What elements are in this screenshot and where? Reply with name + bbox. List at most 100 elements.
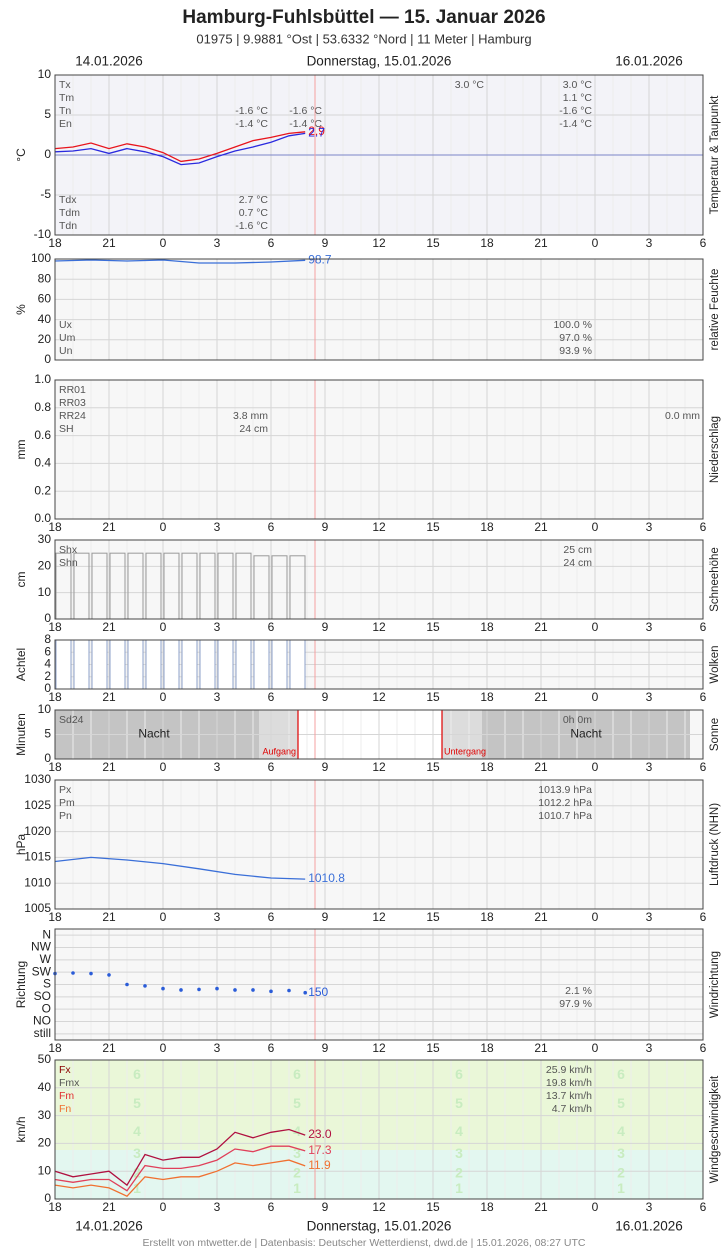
- x-tick-label: 18: [48, 520, 62, 534]
- x-tick-label: 18: [48, 620, 62, 634]
- bar: [145, 639, 162, 690]
- beaufort-label: 1: [133, 1180, 141, 1196]
- stat-label: Fmx: [59, 1077, 80, 1089]
- series-line: [54, 132, 306, 166]
- stat-value: 24 cm: [563, 557, 592, 569]
- y-tick-label: 2: [44, 669, 51, 683]
- stat-value: -1.4 °C: [559, 118, 592, 130]
- x-tick-label: 6: [700, 236, 707, 250]
- x-tick-label: 18: [480, 760, 494, 774]
- plot-frame: [54, 639, 704, 690]
- date-label: 14.01.2026: [75, 1219, 143, 1234]
- stat-label: En: [59, 118, 72, 130]
- x-tick-label: 0: [160, 1041, 167, 1055]
- x-tick-label: 3: [646, 620, 653, 634]
- y-tick-label: SW: [32, 964, 52, 978]
- side-label: Windgeschwindigkeit: [709, 1075, 721, 1183]
- stat-value: -1.4 °C: [235, 118, 268, 130]
- y-axis-label: mm: [14, 440, 28, 460]
- y-axis-label: %: [14, 304, 28, 315]
- point: [125, 982, 129, 987]
- x-tick-label: 6: [268, 690, 275, 704]
- bar: [217, 639, 234, 690]
- y-tick-label: 10: [38, 1163, 52, 1177]
- x-tick-label: 21: [534, 236, 548, 250]
- y-tick-label: 80: [38, 271, 52, 285]
- point: [233, 988, 237, 992]
- x-tick-label: 3: [214, 910, 221, 924]
- y-tick-label: 60: [38, 292, 52, 306]
- value-label: 2.9: [308, 124, 325, 138]
- x-tick-label: 18: [480, 690, 494, 704]
- side-label: Sonne: [709, 718, 721, 751]
- value-label: 11.9: [308, 1158, 331, 1172]
- x-tick-label: 3: [646, 1041, 653, 1055]
- beaufort-label: 3: [617, 1145, 625, 1161]
- x-tick-label: 18: [480, 1041, 494, 1055]
- stat-label: Tdx: [59, 194, 77, 206]
- date-label: Donnerstag, 15.01.2026: [307, 1219, 452, 1234]
- annotation: Nacht: [138, 727, 170, 741]
- x-tick-label: 3: [646, 910, 653, 924]
- point: [197, 987, 201, 992]
- x-tick-label: 15: [426, 1200, 440, 1214]
- point: [161, 986, 165, 991]
- x-tick-label: 18: [48, 1200, 62, 1214]
- side-label: Luftdruck (NHN): [709, 803, 721, 886]
- x-tick-label: 18: [480, 1200, 494, 1214]
- point: [215, 986, 219, 991]
- bar: [253, 639, 270, 690]
- x-tick-label: 18: [48, 690, 62, 704]
- x-tick-label: 0: [592, 236, 599, 250]
- x-tick-label: 0: [592, 1200, 599, 1214]
- subtitle: 01975 | 9.9881 °Ost | 53.6332 °Nord | 11…: [196, 31, 531, 46]
- beaufort-label: 3: [133, 1145, 141, 1161]
- bar: [163, 639, 180, 690]
- x-tick-label: 6: [700, 690, 707, 704]
- bar: [91, 639, 108, 690]
- y-tick-label: O: [42, 1001, 51, 1015]
- stat-value: 4.7 km/h: [552, 1103, 592, 1115]
- beaufort-label: 4: [617, 1123, 625, 1139]
- x-tick-label: 3: [214, 690, 221, 704]
- beaufort-label: 4: [293, 1123, 301, 1139]
- bar: [127, 639, 144, 690]
- x-tick-label: 6: [268, 236, 275, 250]
- x-tick-label: 9: [322, 690, 329, 704]
- series-line: [54, 1145, 306, 1192]
- bar: [289, 639, 306, 690]
- y-tick-label: 0.8: [34, 400, 51, 414]
- stat-value: 1012.2 hPa: [538, 797, 592, 809]
- date-label: Donnerstag, 15.01.2026: [307, 54, 452, 69]
- event-label: Aufgang: [262, 746, 296, 756]
- y-tick-label: 0.2: [34, 483, 51, 497]
- x-tick-label: 15: [426, 690, 440, 704]
- y-tick-label: 0: [44, 1191, 51, 1205]
- x-tick-label: 3: [214, 1041, 221, 1055]
- beaufort-label: 6: [617, 1066, 625, 1082]
- plot-frame: [54, 1059, 704, 1200]
- stat-label: Px: [59, 784, 72, 796]
- stat-label: Pn: [59, 810, 72, 822]
- stat-value: -1.6 °C: [235, 105, 268, 117]
- x-tick-label: 6: [700, 760, 707, 774]
- stat-label: Tdm: [59, 207, 80, 219]
- y-tick-label: 30: [38, 1108, 52, 1122]
- series-line: [54, 1159, 306, 1197]
- x-tick-label: 18: [480, 236, 494, 250]
- y-axis-label: Achtel: [14, 648, 28, 681]
- x-tick-label: 6: [700, 520, 707, 534]
- y-tick-label: 5: [44, 107, 51, 121]
- x-tick-label: 21: [534, 520, 548, 534]
- plot-frame: [54, 928, 704, 1041]
- bar: [109, 639, 126, 690]
- x-tick-label: 3: [214, 236, 221, 250]
- y-tick-label: 1030: [24, 772, 51, 786]
- point: [269, 989, 273, 994]
- y-tick-label: 100: [31, 251, 51, 265]
- x-tick-label: 15: [426, 236, 440, 250]
- stat-value: 2.1 %: [565, 985, 592, 997]
- stat-label: Fx: [59, 1064, 71, 1076]
- x-tick-label: 12: [372, 620, 386, 634]
- x-tick-label: 12: [372, 690, 386, 704]
